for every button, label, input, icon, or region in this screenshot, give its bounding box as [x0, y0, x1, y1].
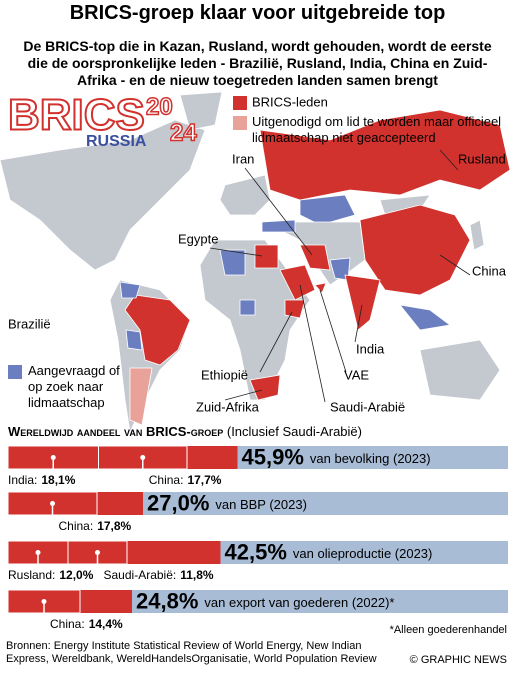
heading: Wereldwijd aandeel van BRICS-groep	[8, 424, 224, 439]
title: BRICS-groep klaar voor uitgebreide top	[69, 2, 446, 24]
pin-head	[95, 550, 100, 555]
map-label: Rusland	[458, 151, 506, 166]
part-name: China:	[50, 617, 85, 631]
pin-head	[140, 455, 146, 460]
pin-head	[50, 455, 56, 460]
map-label: Egypte	[178, 231, 218, 246]
part-value: 18,1%	[41, 473, 75, 487]
legend-label: BRICS-leden	[252, 94, 328, 109]
bar-background	[8, 590, 508, 613]
part-name: India:	[8, 473, 37, 487]
legend-swatch	[233, 96, 247, 110]
value-label: 27,0%	[147, 490, 209, 515]
map-label: Brazilië	[8, 316, 51, 331]
credit: © GRAPHIC NEWS	[409, 654, 507, 666]
caption: van BBP (2023)	[215, 497, 307, 512]
value-label: 42,5%	[225, 539, 287, 564]
map-label: China	[472, 263, 507, 278]
part-name: Rusland:	[8, 568, 55, 582]
part-value: 17,8%	[97, 519, 131, 533]
logo-year: 20	[146, 93, 173, 120]
legend-label: Aangevraagd of op zoek naar lidmaatschap	[28, 363, 120, 410]
share-bars: 45,9% van bevolking (2023) India: 18,1% Chin…	[7, 444, 508, 631]
part-value: 11,8%	[180, 568, 214, 582]
map-label: Iran	[232, 151, 254, 166]
pin-head	[35, 550, 41, 555]
map-label: Ethiopië	[201, 367, 248, 382]
pin-head	[41, 599, 47, 604]
leader-lines	[209, 149, 471, 403]
map-label: Saudi-Arabië	[330, 399, 405, 414]
footnote: *Alleen goederenhandel	[389, 624, 507, 636]
world-map	[0, 91, 511, 434]
logo-country: RUSSIA	[86, 133, 147, 150]
value-label: 24,8%	[136, 588, 198, 613]
caption: van olieproductie (2023)	[293, 546, 432, 561]
map-label: India	[356, 341, 385, 356]
legend-swatch	[8, 365, 22, 379]
part-value: 12,0%	[59, 568, 93, 582]
legend-label: Uitgenodigd om lid te worden maar offici…	[252, 114, 502, 145]
subtitle: De BRICS-top die in Kazan, Rusland, word…	[23, 38, 492, 88]
map-label: VAE	[344, 367, 369, 382]
part-name: Saudi-Arabië:	[104, 568, 177, 582]
section-heading: Wereldwijd aandeel van BRICS-groep (Incl…	[8, 424, 362, 439]
legend-swatch	[233, 116, 247, 130]
logo-word: BRICS	[8, 91, 145, 140]
sources: Bronnen: Energy Institute Statistical Re…	[6, 640, 377, 665]
map-label: Zuid-Afrika	[196, 399, 260, 414]
pin-head	[50, 501, 55, 506]
note: (Inclusief Saudi-Arabië)	[226, 424, 362, 439]
value-label: 45,9%	[242, 444, 304, 469]
part-name: China:	[149, 473, 184, 487]
part-name: China:	[59, 519, 94, 533]
part-value: 14,4%	[89, 617, 123, 631]
part-value: 17,7%	[187, 473, 221, 487]
logo-year: 24	[170, 119, 197, 146]
caption: van bevolking (2023)	[310, 451, 431, 466]
caption: van export van goederen (2022)*	[204, 595, 394, 610]
